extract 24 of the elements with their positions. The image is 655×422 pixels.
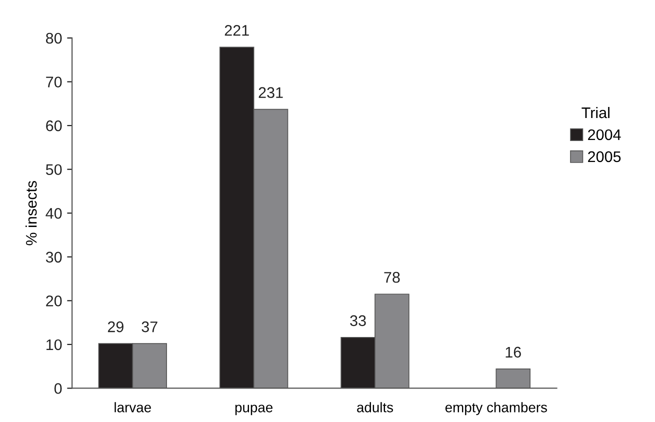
y-axis-title: % insects — [26, 180, 37, 246]
x-tick-label: empty chambers — [445, 402, 547, 416]
x-tick-label: larvae — [114, 402, 151, 412]
y-tick-label: 60 — [46, 120, 62, 132]
annotation: 33 — [350, 315, 366, 326]
y-tick-label: 40 — [46, 208, 62, 219]
annotation: 16 — [506, 346, 521, 358]
y-tick-label: 50 — [46, 164, 62, 176]
x-tick-label: pupae — [235, 404, 273, 416]
y-tick-label: 30 — [46, 252, 62, 263]
annotation: 29 — [108, 321, 124, 332]
y-tick-label: 70 — [46, 76, 62, 88]
legend-title: Trial — [582, 106, 610, 118]
annotation: 37 — [142, 321, 158, 332]
legend-label: 2004 — [588, 129, 621, 140]
annotation: 231 — [258, 87, 283, 98]
y-tick-label: 0 — [54, 383, 62, 394]
y-tick-label: 80 — [46, 32, 62, 44]
y-tick-label: 10 — [46, 339, 62, 350]
y-tick-label: 20 — [46, 296, 62, 306]
legend-label: 2005 — [588, 151, 621, 162]
annotation: 78 — [384, 272, 400, 283]
x-tick-label: adults — [357, 402, 394, 412]
annotation: 221 — [224, 25, 249, 36]
